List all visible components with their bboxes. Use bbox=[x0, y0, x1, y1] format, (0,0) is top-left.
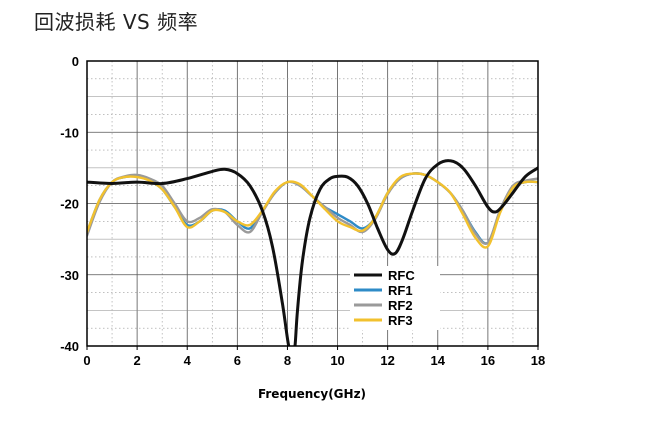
x-axis-label: Frequency(GHz) bbox=[258, 387, 366, 401]
y-tick-label: -20 bbox=[60, 197, 79, 212]
y-tick-label: -30 bbox=[60, 268, 79, 283]
series-line-rfc bbox=[87, 159, 538, 346]
x-tick-label: 4 bbox=[184, 353, 192, 368]
tick-labels: 0 2 4 6 8 10 12 14 16 18 0 -10 -20 -30 -40 bbox=[60, 54, 545, 368]
y-tick-label: 0 bbox=[72, 54, 79, 69]
x-tick-label: 6 bbox=[234, 353, 241, 368]
series-line-rf3 bbox=[87, 172, 538, 249]
x-tick-label: 16 bbox=[481, 353, 495, 368]
series-group bbox=[87, 159, 538, 346]
legend-label-rf2: RF2 bbox=[388, 298, 413, 313]
x-tick-label: 10 bbox=[330, 353, 344, 368]
plot-frame bbox=[86, 60, 539, 347]
chart-title: 回波损耗 VS 频率 bbox=[34, 10, 199, 34]
legend-label-rfc: RFC bbox=[388, 268, 415, 283]
y-tick-label: -10 bbox=[60, 125, 79, 140]
x-tick-label: 2 bbox=[133, 353, 140, 368]
x-tick-label: 0 bbox=[83, 353, 90, 368]
x-tick-label: 8 bbox=[284, 353, 291, 368]
x-tick-label: 14 bbox=[431, 353, 446, 368]
legend-label-rf3: RF3 bbox=[388, 313, 413, 328]
grid-lines bbox=[86, 60, 539, 347]
legend-label-rf1: RF1 bbox=[388, 283, 413, 298]
y-tick-label: -40 bbox=[60, 339, 79, 354]
x-tick-label: 12 bbox=[380, 353, 394, 368]
x-tick-label: 18 bbox=[531, 353, 545, 368]
